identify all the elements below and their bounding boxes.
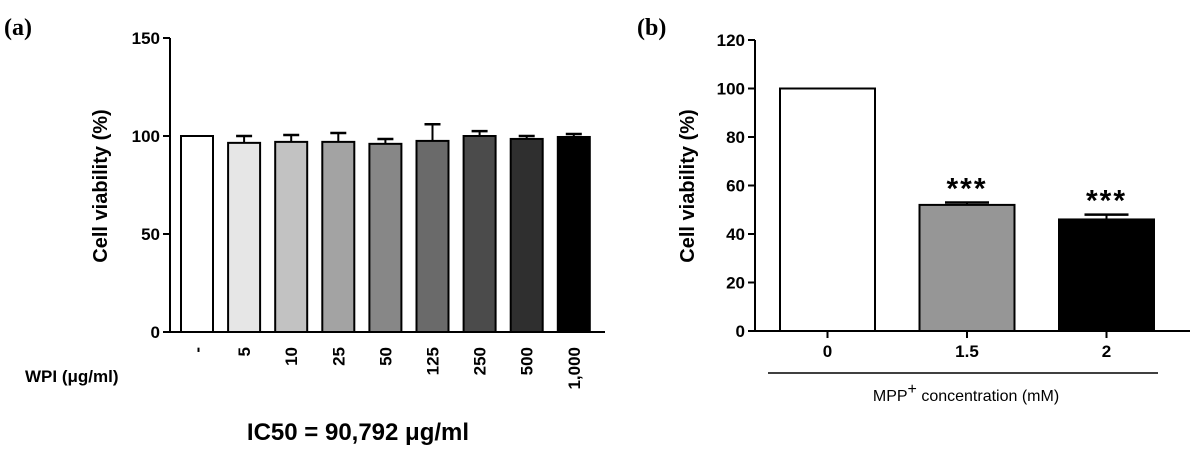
panel-b-bar — [779, 87, 876, 332]
panel-b-y-tick-label: 0 — [736, 322, 745, 341]
panel-b-y-axis-title: Cell viability (%) — [677, 109, 699, 262]
panel-a-bar — [274, 140, 309, 333]
panel-b-bar — [918, 203, 1016, 332]
panel-a: (a) Cell viability (%) 0 50 100 150 - 5 10 25 5… — [4, 15, 605, 446]
panel-a-y-tick-label: 0 — [151, 323, 160, 342]
panel-a-label: (a) — [4, 15, 32, 41]
panel-b-y-tick-label: 120 — [717, 31, 745, 50]
panel-a-ic50-annotation: IC50 = 90,792 μg/ml — [247, 419, 469, 446]
panel-a-bar — [556, 135, 591, 333]
panel-a-category-label: 125 — [424, 347, 443, 375]
panel-a-y-axis-title: Cell viability (%) — [90, 109, 112, 262]
panel-a-category-label: - — [188, 347, 207, 353]
panel-a-category-label: 50 — [376, 347, 395, 366]
panel-b-y-tick-label: 60 — [726, 177, 745, 196]
panel-a-bar — [415, 139, 450, 333]
panel-b-y-tick-label: 100 — [717, 80, 745, 99]
panel-b-xlabel-rest: concentration (mM) — [917, 388, 1059, 405]
panel-b-y-tick-label: 80 — [726, 128, 745, 147]
panel-a-bar — [509, 137, 544, 333]
panel-a-bar — [227, 141, 262, 333]
panel-b-bar — [1058, 218, 1155, 332]
panel-b-xlabel-superscript: + — [908, 381, 917, 398]
panel-a-category-label: 500 — [518, 347, 537, 375]
panel-b-xlabel-main: MPP — [873, 388, 908, 405]
panel-a-category-label: 25 — [329, 347, 348, 366]
panel-b-y-ticks: 0 20 40 60 80 100 120 — [717, 31, 755, 341]
panel-b-significance-marker: *** — [1086, 185, 1127, 218]
panel-b-category-labels: 0 1.5 2 — [823, 331, 1111, 361]
panel-a-category-label: 1,000 — [565, 347, 584, 390]
panel-a-bar — [462, 135, 497, 333]
panel-a-y-ticks: 0 50 100 150 — [132, 29, 170, 342]
panel-a-bars — [180, 122, 591, 333]
panel-a-category-label: 5 — [235, 347, 254, 356]
panel-b-category-label: 0 — [823, 342, 832, 361]
panel-b-bars: *** *** — [779, 87, 1155, 332]
panel-a-category-axis-label: WPI (μg/ml) — [25, 367, 119, 386]
panel-a-category-label: 10 — [282, 347, 301, 366]
panel-a-category-label: 250 — [471, 347, 490, 375]
panel-a-bar — [368, 142, 403, 333]
panel-b-category-label: 1.5 — [955, 342, 979, 361]
panel-b-category-label: 2 — [1102, 342, 1111, 361]
panel-a-y-tick-label: 100 — [132, 127, 160, 146]
panel-b-x-axis-title: MPP+ concentration (mM) — [873, 381, 1059, 405]
panel-a-y-tick-label: 50 — [141, 225, 160, 244]
panel-a-y-tick-label: 150 — [132, 29, 160, 48]
panel-a-bar — [180, 135, 214, 333]
panel-a-bar — [321, 140, 356, 333]
panel-b-y-tick-label: 20 — [726, 274, 745, 293]
panel-b-label: (b) — [637, 15, 666, 41]
panel-b-y-tick-label: 40 — [726, 225, 745, 244]
panel-a-category-labels: - 5 10 25 50 125 250 500 1,000 — [188, 347, 584, 390]
panel-b-significance-marker: *** — [946, 172, 987, 205]
